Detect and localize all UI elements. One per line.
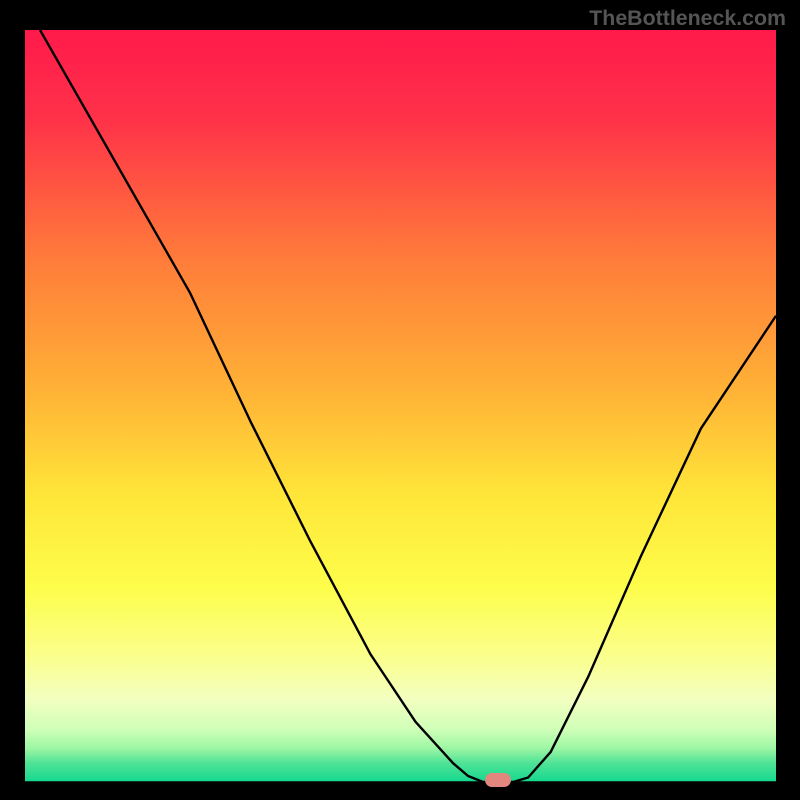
- gradient-and-curve: [25, 30, 776, 782]
- chart-frame: TheBottleneck.com: [0, 0, 800, 800]
- optimum-marker: [485, 773, 511, 787]
- plot-area: [25, 30, 776, 782]
- watermark-text: TheBottleneck.com: [589, 6, 786, 31]
- gradient-fill: [25, 30, 776, 782]
